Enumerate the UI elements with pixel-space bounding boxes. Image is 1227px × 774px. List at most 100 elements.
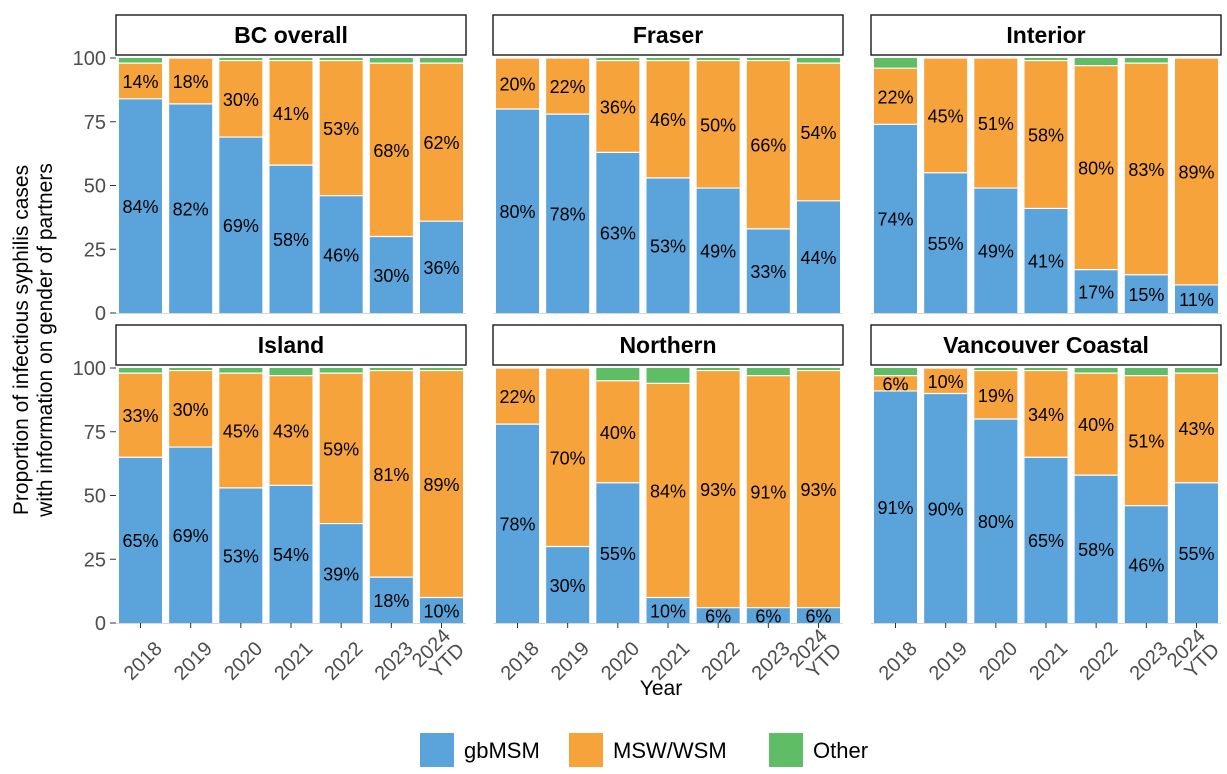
- bar-segment: [646, 60, 690, 178]
- data-label: 33%: [750, 262, 786, 282]
- bar-segment: [924, 172, 968, 313]
- data-label: 34%: [1028, 405, 1064, 425]
- x-tick-label: 2020: [597, 638, 644, 685]
- bar-segment: [1124, 368, 1168, 376]
- bar-segment: [496, 424, 539, 623]
- data-label: 6%: [882, 374, 908, 394]
- bar-segment: [369, 63, 413, 237]
- bar-segment: [420, 58, 463, 64]
- data-label: 49%: [700, 242, 736, 262]
- bar-segment: [746, 368, 790, 376]
- bar-segment: [1024, 457, 1068, 623]
- data-label: 63%: [600, 224, 636, 244]
- bar-segment: [974, 370, 1018, 419]
- data-label: 45%: [223, 421, 259, 441]
- bar-segment: [696, 60, 740, 189]
- data-label: 45%: [928, 106, 964, 126]
- bar-segment: [924, 393, 968, 623]
- bar-segment: [269, 485, 313, 623]
- data-label: 91%: [750, 483, 786, 503]
- bar-segment: [874, 68, 917, 125]
- data-label: 78%: [550, 205, 586, 225]
- bar-segment: [269, 368, 313, 376]
- y-tick-label: 25: [84, 239, 106, 261]
- x-tick-label: 2021: [1025, 638, 1072, 685]
- x-tick-label-line: 2019: [547, 638, 594, 685]
- data-label: 46%: [650, 110, 686, 130]
- bar-segment: [696, 607, 740, 623]
- x-tick-label: 2024YTD: [785, 625, 846, 686]
- data-label: 54%: [800, 123, 836, 143]
- y-axis-title-line: with information on gender of partners: [34, 163, 57, 518]
- bar-segment: [746, 375, 790, 608]
- bar-segment: [746, 607, 790, 623]
- y-tick-label: 0: [95, 613, 106, 635]
- data-label: 84%: [122, 197, 158, 217]
- data-label: 44%: [800, 248, 836, 268]
- bar-segment: [874, 58, 917, 69]
- bar-segment: [1124, 274, 1168, 313]
- data-label: 18%: [373, 591, 409, 611]
- x-tick-label-line: 2020: [975, 638, 1022, 685]
- x-tick-label-line: 2019: [170, 638, 217, 685]
- bar-segment: [119, 98, 162, 313]
- bar-segment: [496, 368, 539, 425]
- x-tick-label: 2018: [497, 638, 544, 685]
- data-label: 69%: [223, 216, 259, 236]
- bar-segment: [319, 60, 363, 196]
- data-label: 51%: [1128, 432, 1164, 452]
- bar-segment: [546, 114, 590, 313]
- data-label: 54%: [273, 545, 309, 565]
- data-label: 80%: [978, 512, 1014, 532]
- data-label: 58%: [273, 230, 309, 250]
- legend-label: gbMSM: [464, 738, 540, 763]
- data-label: 80%: [499, 202, 535, 222]
- data-label: 90%: [928, 499, 964, 519]
- bar-segment: [1074, 373, 1118, 476]
- legend-label: MSW/WSM: [613, 738, 727, 763]
- x-tick-label-line: 2018: [875, 638, 922, 685]
- data-label: 22%: [499, 387, 535, 407]
- bar-segment: [924, 368, 968, 394]
- facet-title: Island: [258, 332, 324, 358]
- x-tick-label-line: 2020: [597, 638, 644, 685]
- data-label: 40%: [1078, 415, 1114, 435]
- x-tick-label: 2024YTD: [408, 625, 469, 686]
- bar-segment: [974, 368, 1018, 371]
- data-label: 55%: [600, 544, 636, 564]
- bar-segment: [646, 383, 690, 598]
- x-tick-label: 2023: [1126, 638, 1173, 685]
- y-tick-label: 75: [84, 112, 106, 134]
- legend-key: [769, 733, 803, 767]
- bar-segment: [169, 58, 213, 104]
- bar-segment: [1074, 65, 1118, 270]
- x-tick-label-line: 2023: [748, 638, 795, 685]
- data-label: 53%: [323, 119, 359, 139]
- bar-segment: [219, 60, 263, 138]
- facet-title: Northern: [619, 332, 716, 358]
- bar-segment: [696, 368, 740, 371]
- bar-segment: [319, 58, 363, 61]
- data-label: 51%: [978, 114, 1014, 134]
- bar-segment: [874, 375, 917, 391]
- y-tick-label: 0: [95, 303, 106, 325]
- bar-segment: [169, 103, 213, 314]
- x-tick-label-line: 2022: [697, 638, 744, 685]
- bar-segment: [1024, 368, 1068, 371]
- bar-segment: [1024, 370, 1068, 458]
- data-label: 36%: [600, 97, 636, 117]
- x-tick-label: 2022: [320, 638, 367, 685]
- bar-segment: [696, 370, 740, 608]
- x-tick-label: 2023: [371, 638, 418, 685]
- x-tick-label: 2019: [170, 638, 217, 685]
- data-label: 50%: [700, 115, 736, 135]
- bar-segment: [496, 58, 539, 109]
- data-label: 68%: [373, 141, 409, 161]
- data-label: 93%: [700, 480, 736, 500]
- data-label: 20%: [499, 75, 535, 95]
- data-label: 6%: [755, 606, 781, 626]
- data-label: 53%: [650, 236, 686, 256]
- data-label: 82%: [173, 199, 209, 219]
- bar-segment: [219, 487, 263, 623]
- data-label: 78%: [499, 515, 535, 535]
